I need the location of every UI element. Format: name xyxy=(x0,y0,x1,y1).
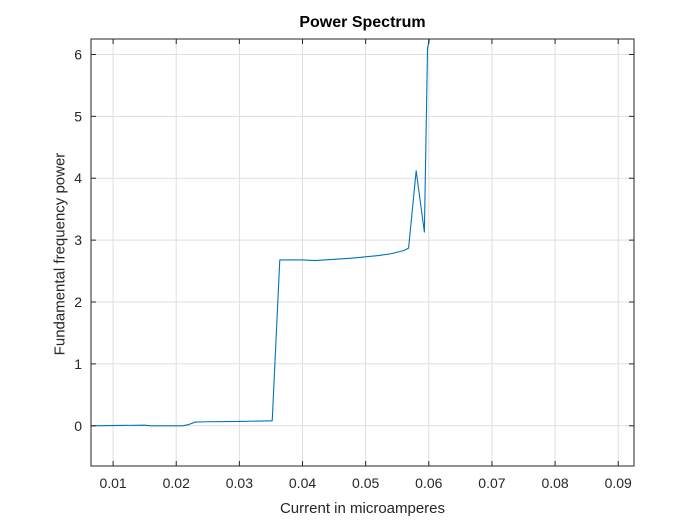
y-tick-label: 5 xyxy=(74,108,82,124)
axes-box xyxy=(90,38,635,467)
x-tick-label: 0.09 xyxy=(605,475,632,491)
y-tick-label: 1 xyxy=(74,356,82,372)
chart-title: Power Spectrum xyxy=(299,14,426,31)
x-tick-label: 0.05 xyxy=(352,475,379,491)
y-tick-label: 0 xyxy=(74,418,82,434)
x-tick-label: 0.02 xyxy=(163,475,190,491)
series-line xyxy=(91,39,430,427)
x-tick-label: 0.06 xyxy=(415,475,442,491)
y-tick-label: 4 xyxy=(74,170,82,186)
axes-background xyxy=(91,39,634,466)
x-tick-label: 0.04 xyxy=(289,475,316,491)
x-tick-label: 0.03 xyxy=(226,475,253,491)
y-axis-label: Fundamental frequency power xyxy=(51,152,69,356)
y-tick-label: 3 xyxy=(74,232,82,248)
x-tick-label: 0.01 xyxy=(99,475,126,491)
x-axis-label: Current in microamperes xyxy=(279,500,446,517)
y-tick-label: 2 xyxy=(74,294,82,310)
x-tick-label: 0.07 xyxy=(478,475,505,491)
y-tick-label: 6 xyxy=(74,46,82,62)
x-tick-label: 0.08 xyxy=(541,475,568,491)
